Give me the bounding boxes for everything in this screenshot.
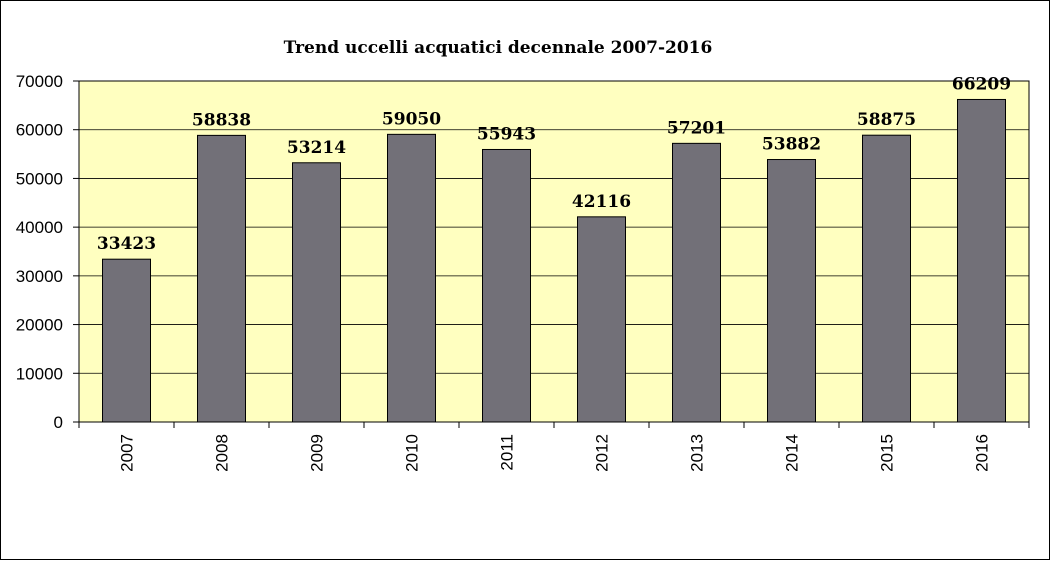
bar-2014 bbox=[767, 159, 816, 423]
y-tick-label: 70000 bbox=[16, 72, 63, 91]
x-tick-label: 2011 bbox=[498, 434, 517, 471]
data-label: 42116 bbox=[572, 192, 631, 212]
data-label: 33423 bbox=[97, 234, 156, 254]
x-tick-label: 2016 bbox=[973, 434, 992, 472]
x-tick-label: 2007 bbox=[118, 434, 137, 472]
bar-2008 bbox=[197, 134, 246, 423]
data-label: 58838 bbox=[192, 110, 251, 130]
bar-2012 bbox=[577, 216, 626, 423]
y-tick-label: 30000 bbox=[16, 267, 63, 286]
y-tick-label: 20000 bbox=[16, 316, 63, 335]
x-tick-label: 2014 bbox=[783, 434, 802, 472]
data-label: 58875 bbox=[857, 110, 916, 130]
x-tick-label: 2008 bbox=[213, 434, 232, 472]
data-label: 53214 bbox=[287, 138, 346, 158]
bar-2009 bbox=[292, 162, 341, 423]
y-tick-label: 60000 bbox=[16, 121, 63, 140]
x-tick-label: 2010 bbox=[403, 434, 422, 472]
data-label: 57201 bbox=[667, 118, 726, 138]
bar-2010 bbox=[387, 133, 436, 423]
x-tick-labels: 2007 2008 2009 2010 2011 2012 2013 2014 2015 2016 bbox=[118, 434, 992, 472]
bar-2015 bbox=[862, 134, 911, 423]
axes bbox=[73, 80, 1030, 428]
y-tick-label: 50000 bbox=[16, 169, 63, 188]
y-tick-label: 0 bbox=[54, 413, 63, 432]
x-tick-label: 2012 bbox=[593, 434, 612, 472]
x-tick-label: 2015 bbox=[878, 434, 897, 472]
data-label: 66209 bbox=[952, 74, 1011, 94]
data-label: 53882 bbox=[762, 135, 821, 155]
y-tick-label: 40000 bbox=[16, 218, 63, 237]
bar-2016 bbox=[957, 98, 1006, 423]
y-tick-labels: 0 10000 20000 30000 40000 50000 60000 70000 bbox=[16, 72, 63, 432]
x-tick-label: 2013 bbox=[688, 434, 707, 472]
bar-2007 bbox=[102, 258, 151, 423]
x-tick-label: 2009 bbox=[308, 434, 327, 472]
y-tick-label: 10000 bbox=[16, 364, 63, 383]
bars bbox=[102, 98, 1006, 423]
bar-2013 bbox=[672, 142, 721, 423]
data-labels: 33423 58838 53214 59050 55943 42116 57201 53882… bbox=[97, 74, 1011, 254]
data-label: 59050 bbox=[382, 109, 441, 129]
chart-title: Trend uccelli acquatici decennale 2007-2… bbox=[284, 38, 713, 58]
data-label: 55943 bbox=[477, 124, 536, 144]
bar-2011 bbox=[482, 148, 531, 423]
